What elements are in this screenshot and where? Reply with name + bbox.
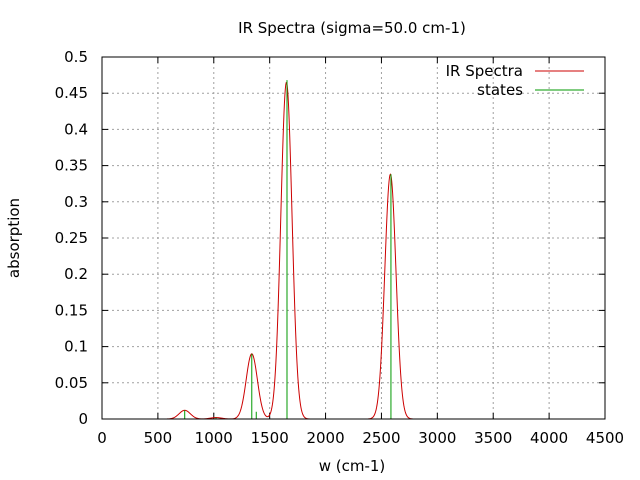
x-tick-label: 2500 (362, 429, 400, 447)
x-tick-label: 1500 (251, 429, 289, 447)
y-tick-label: 0.1 (64, 338, 88, 356)
y-tick-label: 0.5 (64, 48, 88, 66)
legend-entry-ir-spectra: IR Spectra (446, 62, 523, 80)
x-tick-label: 4000 (530, 429, 568, 447)
legend: IR Spectra states (446, 62, 584, 99)
y-axis-label: absorption (5, 198, 23, 278)
y-tick-label: 0 (78, 410, 88, 428)
x-tick-label: 0 (97, 429, 107, 447)
y-tick-label: 0.3 (64, 193, 88, 211)
y-tick-label: 0.45 (55, 84, 88, 102)
chart-title: IR Spectra (sigma=50.0 cm-1) (238, 19, 466, 37)
axis-ticks: 0 500 1000 1500 2000 2500 3000 3500 4000 4500 0 0.0… (55, 48, 625, 447)
grid (102, 57, 605, 419)
x-tick-label: 4500 (586, 429, 624, 447)
x-tick-label: 2000 (306, 429, 344, 447)
legend-entry-states: states (477, 81, 523, 99)
x-axis-label: w (cm-1) (319, 457, 386, 475)
y-tick-label: 0.15 (55, 301, 88, 319)
y-tick-label: 0.4 (64, 120, 88, 138)
plot-frame (101, 56, 606, 420)
y-tick-label: 0.25 (55, 229, 88, 247)
y-tick-label: 0.2 (64, 265, 88, 283)
plot-area (102, 80, 605, 420)
x-tick-label: 500 (144, 429, 173, 447)
x-tick-label: 3500 (474, 429, 512, 447)
y-tick-label: 0.35 (55, 157, 88, 175)
ir-spectra-line (102, 82, 605, 420)
x-tick-label: 3000 (418, 429, 456, 447)
y-tick-label: 0.05 (55, 374, 88, 392)
x-tick-label: 1000 (195, 429, 233, 447)
